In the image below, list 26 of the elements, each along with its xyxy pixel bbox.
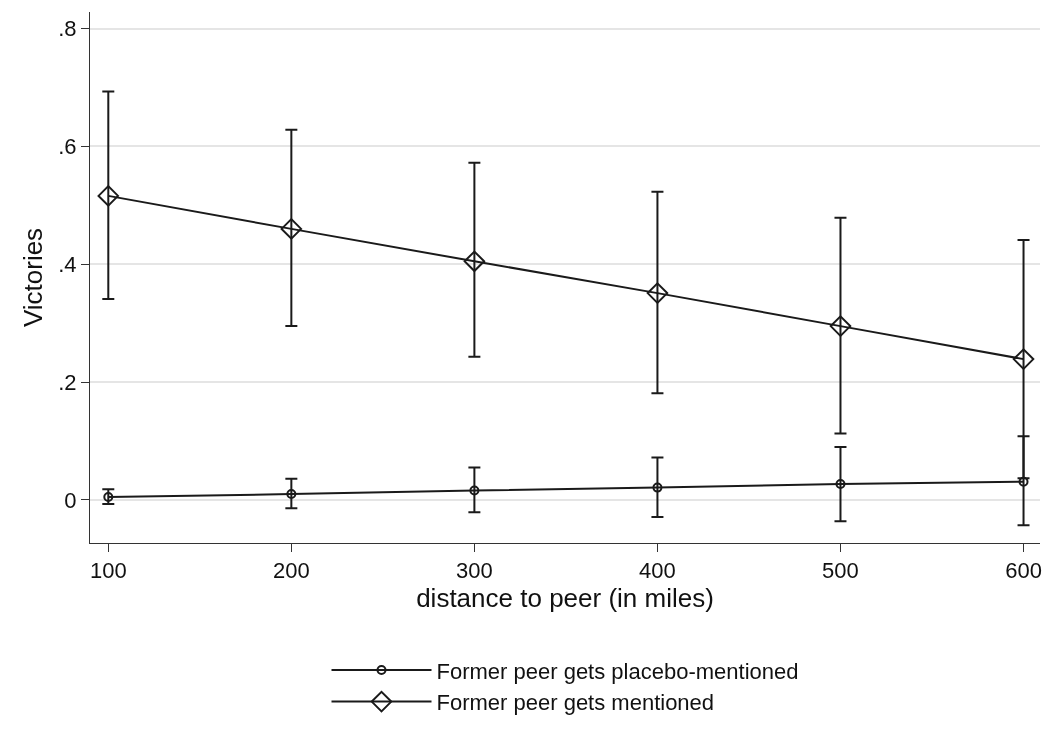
x-tick-label: 200: [272, 558, 310, 584]
x-tick-label: 100: [89, 558, 127, 584]
point: [469, 485, 480, 496]
point: [1012, 348, 1035, 370]
y-tick-label: .8: [58, 16, 77, 42]
x-tick-label: 600: [1005, 558, 1042, 584]
y-axis-title: Victories: [17, 227, 48, 328]
x-tick-label: 500: [822, 558, 859, 584]
point: [1018, 476, 1029, 487]
point: [829, 315, 852, 337]
y-tick-label: .2: [58, 369, 77, 395]
point: [286, 489, 297, 500]
legend-label: Former peer gets mentioned: [436, 690, 715, 716]
x-axis-title: distance to peer (in miles): [416, 583, 714, 614]
y-tick-label: 0: [64, 487, 77, 513]
point: [835, 479, 846, 490]
point: [652, 482, 663, 493]
point: [280, 218, 303, 240]
point: [646, 282, 669, 304]
x-tick-label: 300: [456, 558, 493, 584]
point: [463, 250, 486, 273]
x-tick-label: 400: [639, 558, 676, 584]
point: [97, 185, 120, 207]
y-tick-label: .4: [58, 251, 77, 277]
y-tick-label: .6: [58, 134, 77, 160]
legend-label: Former peer gets placebo-mentioned: [436, 658, 799, 684]
